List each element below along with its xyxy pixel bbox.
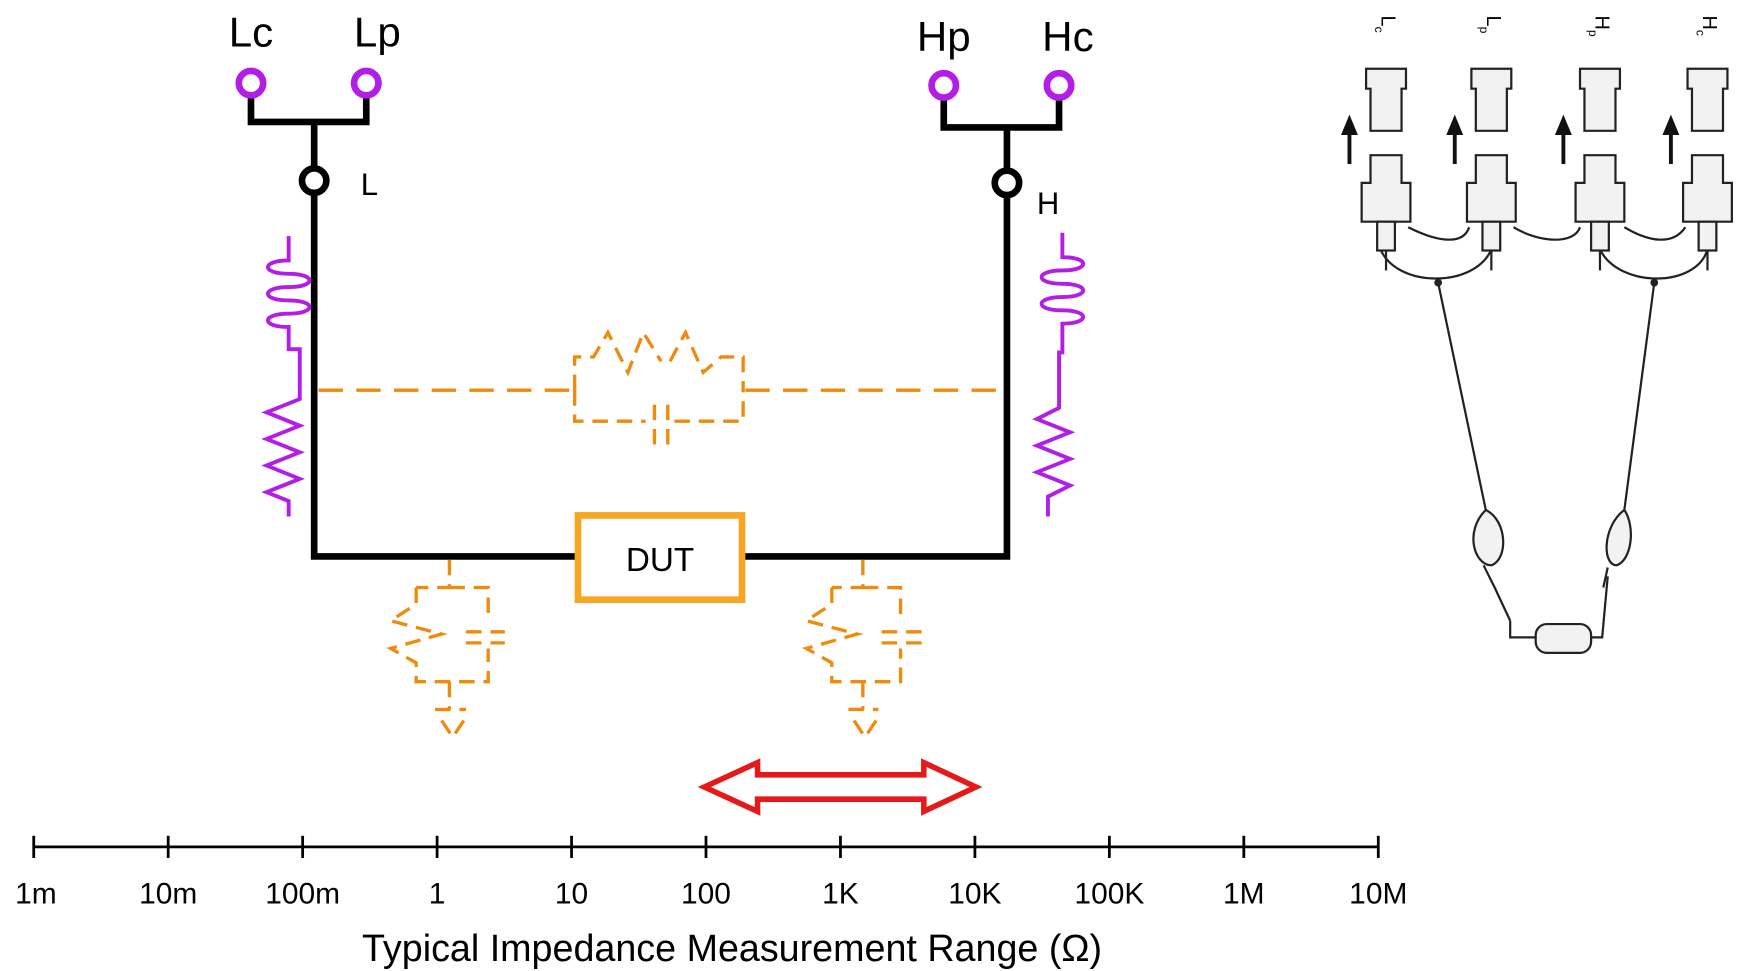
bnc-connector — [1360, 154, 1412, 223]
connector-subscript: p — [1477, 27, 1491, 34]
bnc-connector — [1465, 154, 1517, 223]
connector-arrow — [1446, 114, 1464, 165]
node-label: H — [1037, 186, 1059, 221]
connector-arrow — [1341, 114, 1358, 165]
bnc-stem — [1376, 220, 1397, 252]
terminal-label: Lc — [229, 9, 273, 56]
fixture-illustration: Lc Lp Hp Hc — [1341, 16, 1733, 654]
connector-label: Lp — [1477, 16, 1504, 34]
connector-arrow — [1662, 114, 1680, 165]
scale-label: 10m — [139, 877, 197, 910]
terminal-label: Hp — [917, 13, 971, 60]
scale-label: 1K — [822, 877, 859, 910]
connector-subscript: c — [1693, 30, 1707, 36]
connector-subscript: p — [1586, 30, 1600, 37]
parasitic-lr — [261, 232, 1085, 517]
connector-arrow — [1554, 114, 1572, 165]
dut-label: DUT — [626, 542, 694, 579]
bnc-stem — [1697, 220, 1718, 252]
terminal-label: Hc — [1042, 13, 1093, 60]
scale-label: 10K — [948, 877, 1001, 910]
dut-box — [574, 512, 746, 603]
bnc-connector — [1681, 154, 1733, 223]
bnc-stem — [1589, 220, 1610, 252]
terminal-label: Lp — [354, 9, 401, 56]
connector-cap — [1470, 67, 1513, 132]
scale-label: 100K — [1074, 877, 1144, 910]
scale-title: Typical Impedance Measurement Range (Ω) — [362, 927, 1102, 969]
connector-subscript: c — [1372, 27, 1386, 33]
bnc-connector — [1574, 154, 1626, 223]
connector-cap — [1686, 67, 1729, 132]
scale-label: 1m — [15, 877, 57, 910]
stray-coupling — [318, 328, 1002, 449]
scale-label: 1 — [429, 877, 446, 910]
range-arrow — [697, 758, 983, 816]
scale-label: 1M — [1223, 877, 1265, 910]
node-label: L — [361, 167, 378, 202]
connector-label: Lc — [1372, 16, 1399, 33]
scale-label: 10 — [555, 877, 588, 910]
scale-label: 10M — [1349, 877, 1407, 910]
impedance-scale: 1m 10m 100m 1 10 100 1K 10K 100K 1M 10M — [15, 835, 1407, 910]
wiring — [235, 67, 1075, 560]
connector-cap — [1364, 67, 1408, 132]
connector-label: Hc — [1693, 16, 1720, 37]
connector-label: Hp — [1586, 16, 1613, 37]
scale-label: 100 — [681, 877, 731, 910]
bnc-stem — [1481, 220, 1502, 252]
connector-cap — [1578, 67, 1622, 132]
scale-label: 100m — [265, 877, 340, 910]
stray-ground — [386, 559, 927, 741]
